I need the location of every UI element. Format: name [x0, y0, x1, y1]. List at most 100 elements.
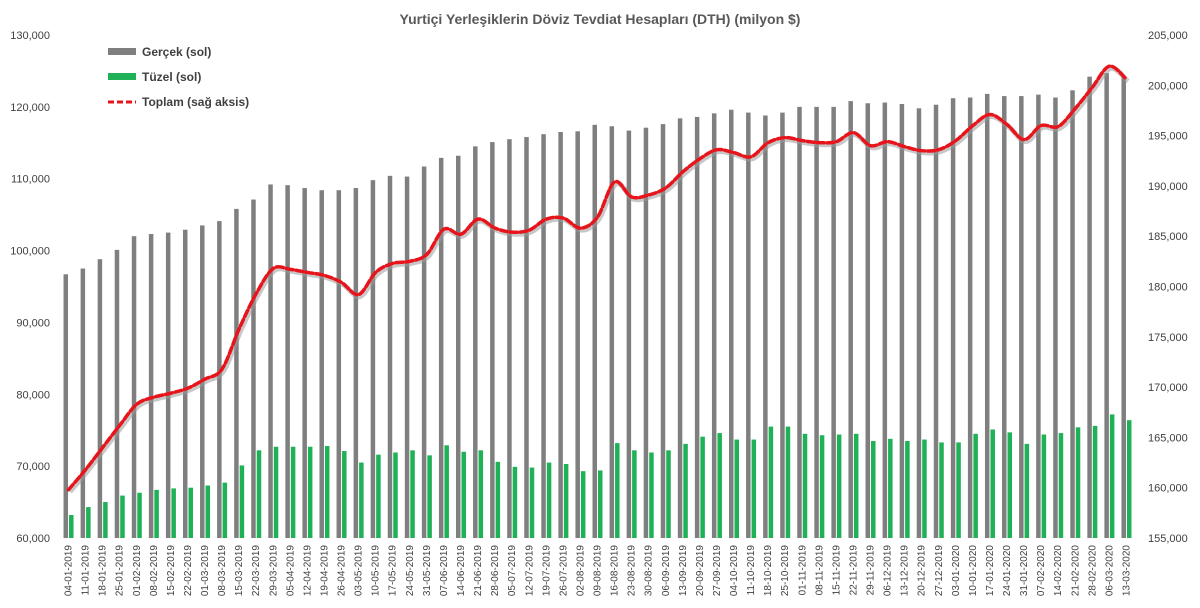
y-left-tick-label: 120,000	[10, 102, 50, 114]
bar-gercek	[97, 259, 103, 538]
bar-tuzel	[683, 443, 688, 538]
bar-gercek	[831, 106, 836, 539]
bar-tuzel	[461, 451, 466, 538]
x-tick-label: 17-01-2020	[985, 545, 996, 597]
bar-gercek	[114, 249, 120, 538]
bar-tuzel	[222, 482, 228, 538]
y-left-tick-label: 80,000	[16, 389, 50, 401]
x-tick-label: 12-04-2019	[302, 545, 313, 597]
y-right-tick-label: 180,000	[1148, 282, 1188, 294]
x-tick-label: 01-03-2019	[200, 545, 211, 597]
bar-tuzel	[768, 426, 774, 538]
y-right-tick-label: 155,000	[1148, 533, 1188, 545]
bar-tuzel	[1126, 420, 1132, 538]
bar-gercek	[490, 142, 495, 538]
bar-tuzel	[1092, 425, 1098, 538]
x-tick-label: 27-12-2019	[934, 545, 945, 597]
y-right-tick-label: 195,000	[1148, 131, 1188, 143]
bar-tuzel	[546, 462, 552, 538]
bar-tuzel	[239, 465, 245, 538]
bar-tuzel	[205, 485, 211, 538]
bar-tuzel	[393, 452, 398, 538]
bar-gercek	[694, 116, 700, 539]
bar-gercek	[729, 109, 734, 538]
bar-gercek	[643, 127, 649, 538]
bar-tuzel	[290, 446, 296, 538]
bar-tuzel	[1007, 432, 1013, 538]
bar-tuzel	[717, 433, 722, 538]
line-group	[66, 64, 1130, 494]
bar-tuzel	[154, 489, 159, 538]
bar-gercek	[473, 146, 478, 538]
bar-tuzel	[632, 450, 637, 538]
bar-tuzel	[1024, 443, 1030, 538]
x-tick-label: 10-05-2019	[371, 545, 382, 597]
bar-tuzel	[905, 440, 910, 538]
bar-gercek	[899, 103, 905, 538]
bar-gercek	[967, 97, 973, 539]
x-tick-label: 16-08-2019	[610, 545, 621, 597]
x-tick-label: 06-12-2019	[883, 545, 894, 597]
x-tick-label: 13-12-2019	[900, 545, 911, 597]
legend-swatch-tuzel	[108, 73, 136, 80]
bar-tuzel	[478, 450, 484, 538]
bar-gercek	[575, 131, 580, 539]
chart-title: Yurtiçi Yerleşiklerin Döviz Tevdiat Hesa…	[400, 11, 801, 27]
bar-gercek	[182, 229, 188, 539]
x-tick-label: 18-01-2019	[98, 545, 109, 597]
x-tick-label: 14-02-2020	[1053, 545, 1064, 597]
bar-group	[63, 73, 1132, 539]
bar-tuzel	[1075, 427, 1081, 538]
y-right-tick-label: 160,000	[1148, 483, 1188, 495]
bar-gercek	[524, 137, 529, 539]
bar-tuzel	[939, 442, 944, 538]
bar-gercek	[80, 268, 86, 538]
bar-gercek	[814, 106, 819, 539]
x-tick-label: 13-03-2020	[1121, 545, 1132, 597]
bar-tuzel	[273, 446, 279, 538]
y-right-tick-label: 185,000	[1148, 231, 1188, 243]
x-tick-label: 08-11-2019	[814, 545, 825, 596]
x-tick-label: 17-05-2019	[388, 545, 399, 597]
bar-gercek	[302, 188, 307, 538]
bar-gercek	[63, 274, 69, 538]
bar-tuzel	[836, 434, 842, 538]
bar-tuzel	[188, 487, 193, 538]
bar-tuzel	[871, 440, 876, 538]
bar-gercek	[780, 112, 785, 539]
bar-tuzel	[598, 470, 603, 538]
bar-gercek	[251, 199, 256, 539]
x-tick-label: 31-05-2019	[422, 545, 433, 597]
x-tick-label: 24-01-2020	[1002, 545, 1013, 597]
bar-gercek	[609, 126, 615, 538]
y-right-tick-label: 165,000	[1148, 432, 1188, 444]
bar-gercek	[916, 108, 922, 538]
bar-gercek	[507, 139, 512, 538]
bar-tuzel	[171, 488, 176, 538]
y-right-tick-label: 175,000	[1148, 332, 1188, 344]
x-tick-label: 01-11-2019	[797, 545, 808, 596]
bar-tuzel	[69, 515, 74, 538]
x-tick-label: 30-08-2019	[644, 545, 655, 597]
bar-gercek	[404, 176, 410, 538]
y-axis-left: 60,000 70,000 80,000 90,000 100,000 110,000 12…	[10, 30, 50, 545]
x-tick-label: 07-06-2019	[439, 545, 450, 597]
x-tick-label: 15-03-2019	[234, 545, 245, 597]
y-right-tick-label: 190,000	[1148, 181, 1188, 193]
y-left-tick-label: 100,000	[10, 246, 50, 258]
x-tick-label: 05-07-2019	[507, 545, 518, 597]
x-tick-label: 26-07-2019	[558, 545, 569, 597]
x-tick-label: 10-01-2020	[968, 545, 979, 597]
bar-tuzel	[86, 507, 91, 538]
x-tick-label: 01-02-2019	[132, 545, 143, 597]
bar-gercek	[421, 166, 427, 538]
x-tick-label: 22-11-2019	[848, 545, 859, 596]
x-tick-label: 31-01-2020	[1019, 545, 1030, 597]
bar-gercek	[592, 124, 597, 538]
x-tick-label: 15-02-2019	[166, 545, 177, 597]
x-tick-label: 04-10-2019	[729, 545, 740, 597]
toplam-line	[66, 64, 1129, 492]
bar-tuzel	[853, 433, 859, 538]
